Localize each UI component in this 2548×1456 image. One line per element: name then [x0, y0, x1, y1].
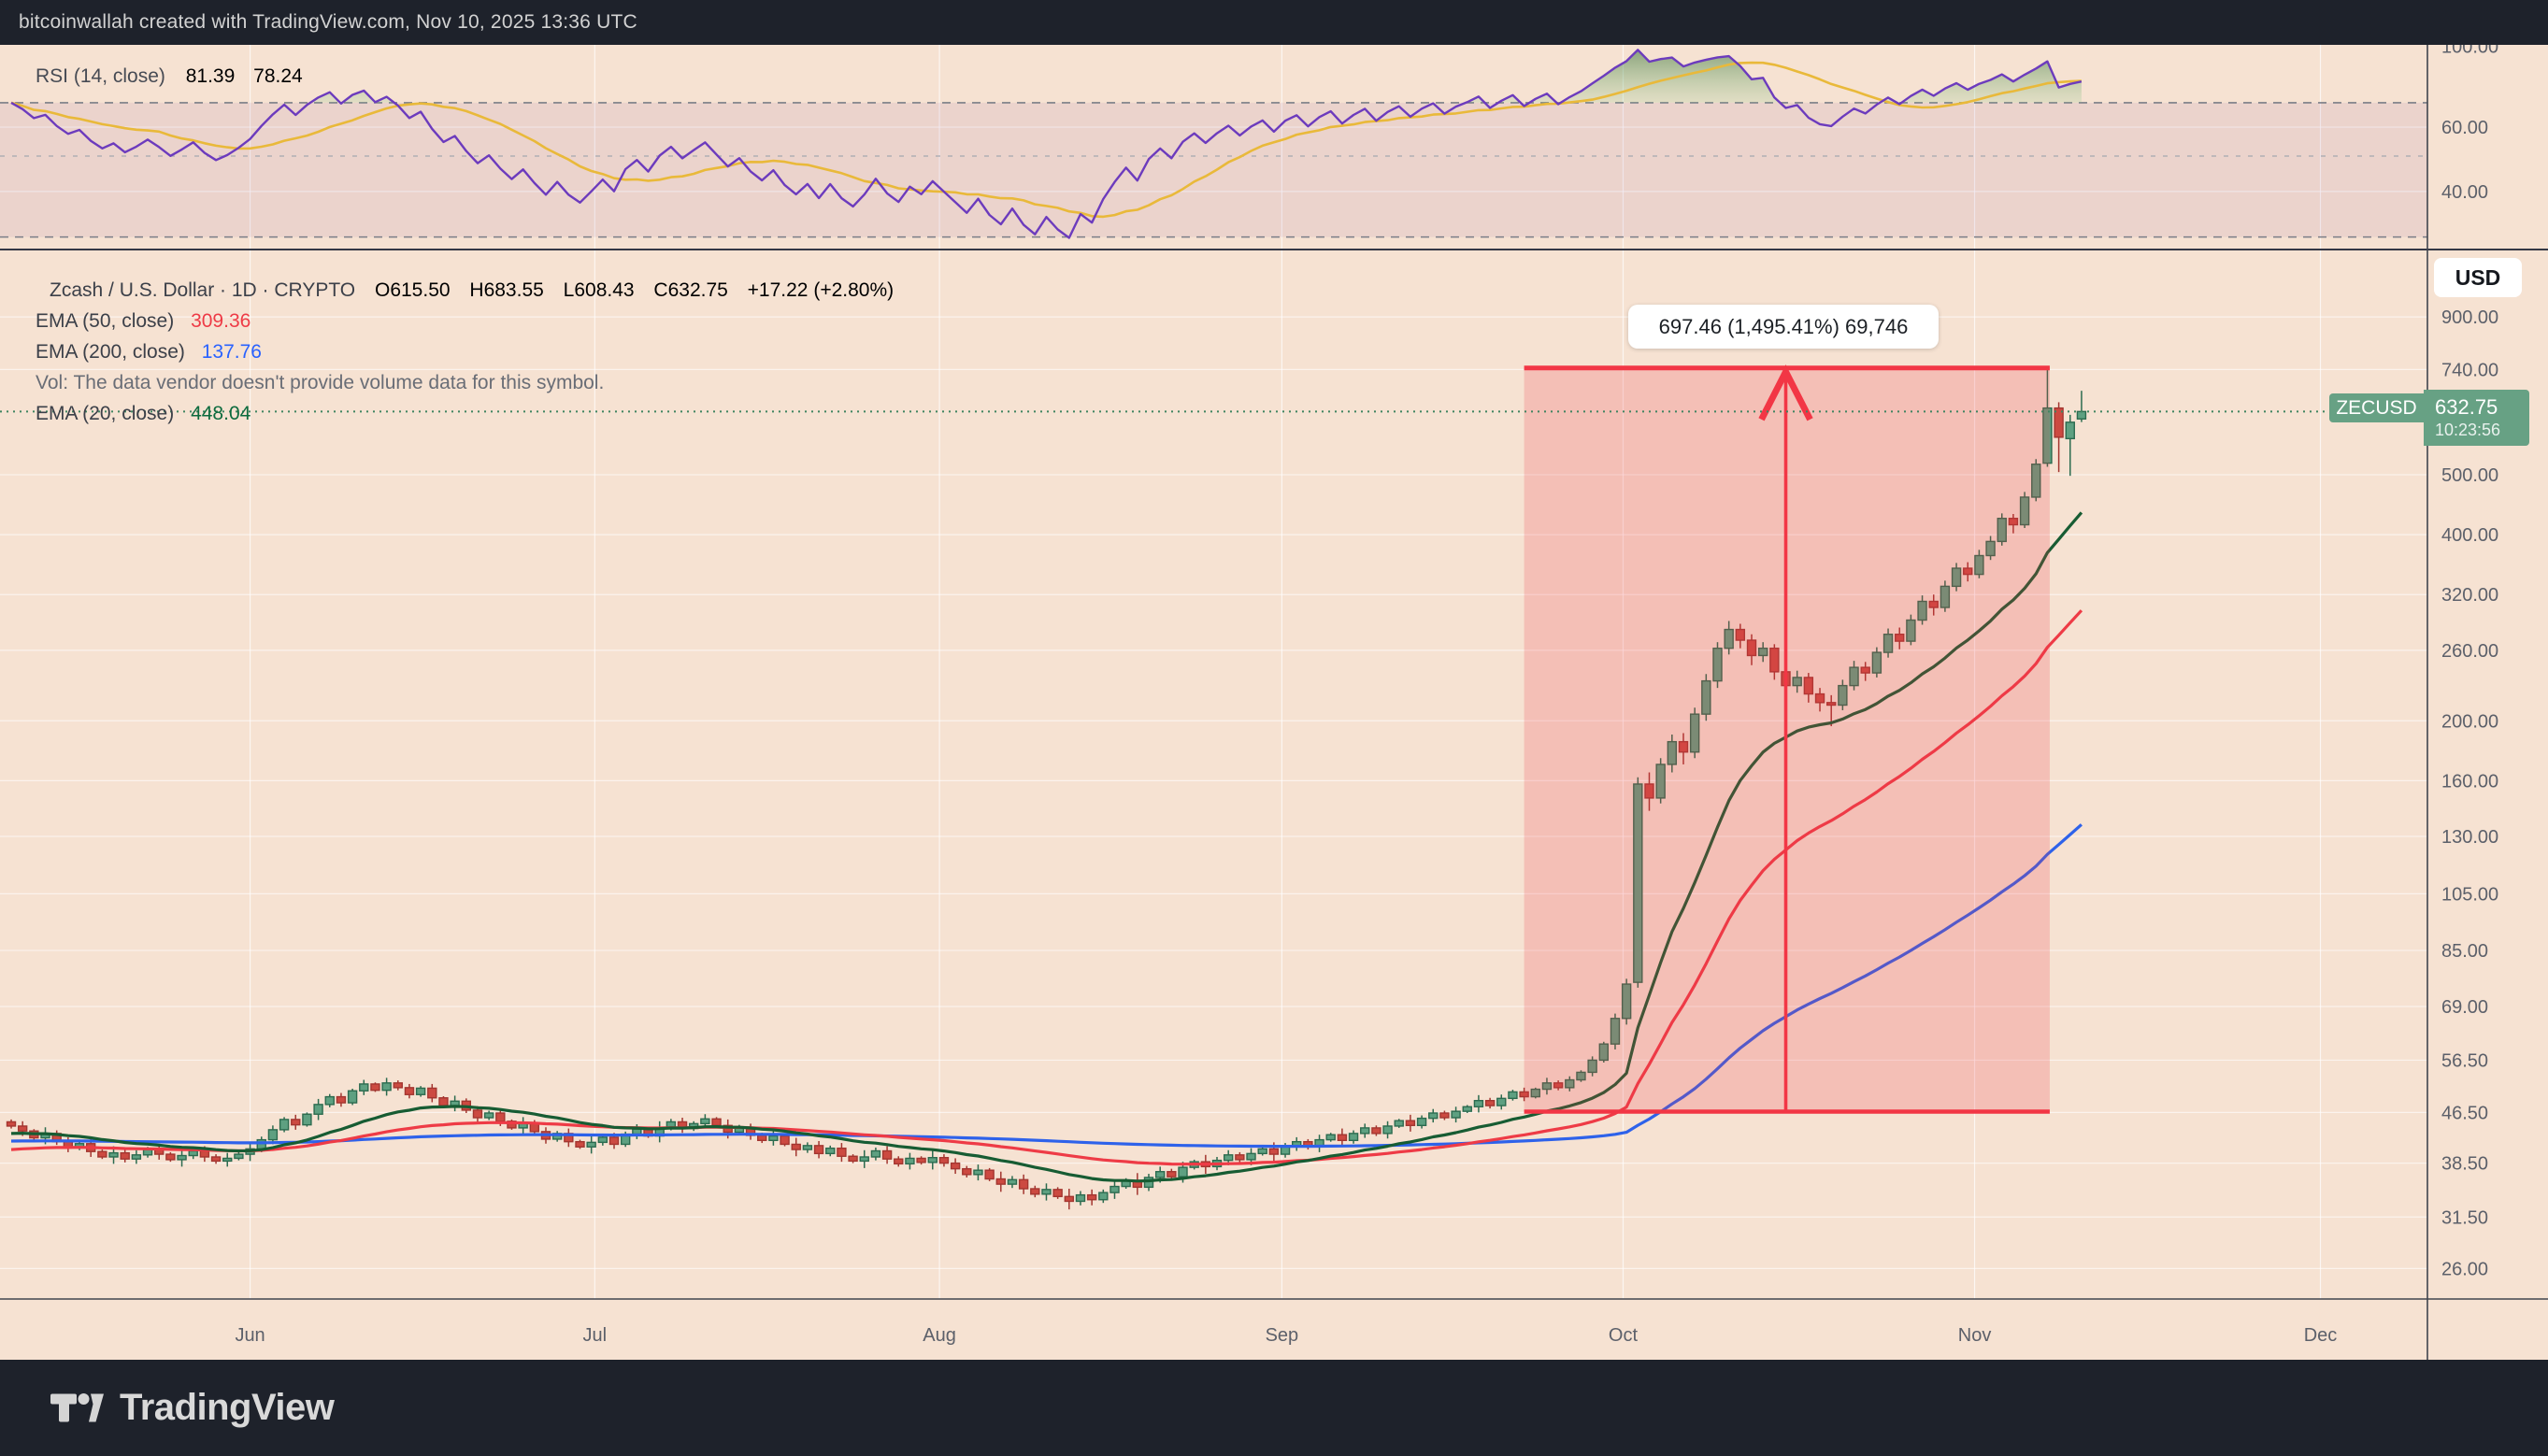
attribution-bar: bitcoinwallah created with TradingView.c…	[0, 0, 2548, 45]
svg-text:Dec: Dec	[2304, 1325, 2338, 1346]
svg-text:320.00: 320.00	[2441, 585, 2498, 606]
svg-text:Aug: Aug	[923, 1325, 956, 1346]
svg-text:85.00: 85.00	[2441, 941, 2488, 962]
attribution-text: bitcoinwallah created with TradingView.c…	[19, 11, 637, 33]
svg-text:69.00: 69.00	[2441, 997, 2488, 1018]
rsi-ma-value: 78.24	[253, 65, 303, 87]
ema20-value: 448.04	[191, 403, 251, 424]
currency-toggle-button[interactable]: USD	[2434, 258, 2522, 297]
price-range-measurement	[1524, 364, 2050, 1114]
gridlines	[0, 45, 2427, 1299]
candles	[6, 367, 2087, 1210]
svg-text:900.00: 900.00	[2441, 307, 2498, 328]
footer-bar: TradingView	[0, 1360, 2548, 1456]
svg-text:Sep: Sep	[1266, 1325, 1299, 1346]
svg-text:130.00: 130.00	[2441, 827, 2498, 848]
rsi-legend-title: RSI (14, close)	[36, 65, 165, 87]
tradingview-wordmark: TradingView	[120, 1387, 335, 1428]
svg-text:Oct: Oct	[1609, 1325, 1639, 1346]
ohlc-high: H683.55	[469, 279, 544, 301]
svg-text:31.50: 31.50	[2441, 1207, 2488, 1228]
svg-text:200.00: 200.00	[2441, 711, 2498, 732]
svg-text:38.50: 38.50	[2441, 1154, 2488, 1175]
svg-text:160.00: 160.00	[2441, 771, 2498, 792]
svg-text:105.00: 105.00	[2441, 884, 2498, 905]
svg-text:26.00: 26.00	[2441, 1259, 2488, 1279]
svg-text:40.00: 40.00	[2441, 182, 2488, 203]
ema200-value: 137.76	[201, 341, 262, 363]
ema50-label: EMA (50, close)	[36, 310, 175, 332]
main-chart-legend: Zcash / U.S. Dollar · 1D · CRYPTO O615.5…	[36, 275, 894, 429]
svg-text:Jul: Jul	[583, 1325, 608, 1346]
last-price-value: 632.75	[2435, 395, 2498, 419]
ema20-legend-row[interactable]: EMA (20, close) 448.04	[36, 398, 894, 429]
svg-text:56.50: 56.50	[2441, 1050, 2488, 1071]
rsi-pane	[0, 49, 2427, 239]
svg-text:100.00: 100.00	[2441, 36, 2498, 57]
rsi-axis-labels: 100.00 60.00 40.00	[2441, 36, 2498, 203]
last-price-badge: 632.75 10:23:56	[2424, 390, 2529, 446]
symbol-title: Zcash / U.S. Dollar · 1D · CRYPTO	[50, 279, 356, 301]
time-axis-labels: Jun Jul Aug Sep Oct Nov Dec	[235, 1325, 2337, 1346]
svg-text:400.00: 400.00	[2441, 525, 2498, 546]
ema20-label: EMA (20, close)	[36, 403, 175, 424]
ohlc-close: C632.75	[653, 279, 728, 301]
ema50-legend-row[interactable]: EMA (50, close) 309.36	[36, 306, 894, 336]
svg-text:Nov: Nov	[1958, 1325, 1992, 1346]
measurement-label[interactable]: 697.46 (1,495.41%) 69,746	[1628, 305, 1939, 349]
ohlc-open: O615.50	[374, 279, 451, 301]
svg-text:60.00: 60.00	[2441, 118, 2488, 138]
tradingview-logo-icon	[50, 1392, 104, 1421]
price-axis-labels: 900.00 740.00 500.00 400.00 320.00 260.00 200.…	[2441, 307, 2498, 1279]
svg-text:500.00: 500.00	[2441, 465, 2498, 486]
svg-text:260.00: 260.00	[2441, 641, 2498, 662]
last-price-symbol-badge: ZECUSD	[2329, 393, 2424, 422]
rsi-legend[interactable]: RSI (14, close) 81.39 78.24	[36, 65, 303, 88]
ohlc-change: +17.22 (+2.80%)	[747, 279, 895, 301]
symbol-ohlc-row[interactable]: Zcash / U.S. Dollar · 1D · CRYPTO O615.5…	[36, 275, 894, 306]
rsi-value: 81.39	[185, 65, 236, 87]
volume-note: Vol: The data vendor doesn't provide vol…	[36, 372, 605, 393]
bar-countdown: 10:23:56	[2435, 421, 2501, 439]
svg-text:740.00: 740.00	[2441, 360, 2498, 380]
ema50-value: 309.36	[191, 310, 251, 332]
ema200-legend-row[interactable]: EMA (200, close) 137.76	[36, 336, 894, 367]
svg-text:Jun: Jun	[235, 1325, 265, 1346]
svg-text:46.50: 46.50	[2441, 1103, 2488, 1123]
ohlc-low: L608.43	[563, 279, 635, 301]
ema200-label: EMA (200, close)	[36, 341, 185, 363]
